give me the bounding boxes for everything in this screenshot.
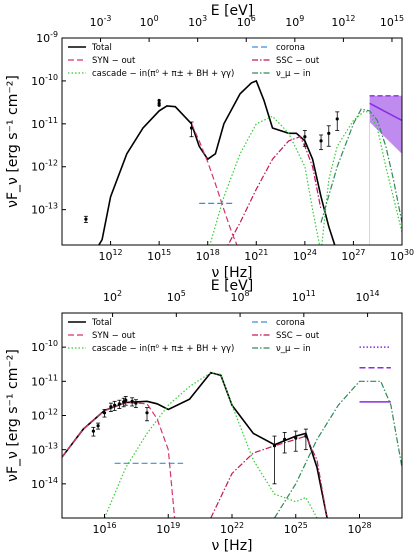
top-axis-label: E [eV] bbox=[211, 278, 253, 294]
y-tick-label: 10-11 bbox=[31, 116, 58, 131]
series-line-1 bbox=[62, 401, 176, 518]
legend-label-1: SYN − out bbox=[92, 331, 136, 341]
top-tick-label: 103 bbox=[188, 14, 207, 29]
series-line-0 bbox=[62, 371, 328, 518]
top-tick-label: 109 bbox=[285, 14, 304, 29]
top-tick-label: 100 bbox=[140, 14, 159, 29]
x-tick-label: 1028 bbox=[347, 521, 371, 536]
data-point bbox=[303, 135, 307, 139]
top-tick-label: 1014 bbox=[356, 289, 380, 304]
y-axis-label: νF_ν [erg s⁻¹ cm⁻²] bbox=[5, 75, 21, 208]
data-point bbox=[272, 444, 277, 448]
legend-label-5: ν_μ − in bbox=[276, 69, 311, 79]
panel-top: 1012 1015 1018 1021 1024 1027 1030 10-3 100 103 10… bbox=[5, 3, 414, 281]
top-tick-label: 1011 bbox=[292, 289, 316, 304]
series-line-3 bbox=[103, 371, 318, 518]
y-tick-label: 10-10 bbox=[31, 339, 58, 354]
data-point bbox=[327, 131, 331, 135]
data-point bbox=[91, 429, 95, 433]
data-point bbox=[145, 411, 149, 415]
y-tick-label: 10-13 bbox=[31, 202, 58, 217]
data-point bbox=[157, 98, 161, 103]
plot-area bbox=[83, 79, 402, 245]
neutrino-band bbox=[369, 95, 402, 154]
data-point bbox=[117, 402, 121, 406]
data-point bbox=[113, 403, 117, 407]
y-tick-label: 10-9 bbox=[36, 30, 58, 45]
x-tick-label: 1022 bbox=[220, 521, 244, 536]
legend-label-4: SSC − out bbox=[276, 331, 320, 341]
legend-label-3: corona bbox=[276, 318, 305, 328]
x-tick-label: 1021 bbox=[244, 248, 268, 263]
series-line-0 bbox=[97, 79, 336, 245]
x-tick-label: 1024 bbox=[293, 248, 317, 263]
x-tick-label: 1027 bbox=[341, 248, 365, 263]
data-point bbox=[283, 437, 287, 441]
data-point bbox=[102, 411, 107, 415]
top-tick-label: 105 bbox=[167, 289, 186, 304]
series-line-2 bbox=[227, 135, 322, 245]
data-point bbox=[84, 217, 88, 221]
top-tick-label: 10-3 bbox=[90, 14, 112, 29]
x-axis-label: ν [Hz] bbox=[211, 265, 252, 281]
legend-label-5: ν_μ − in bbox=[276, 344, 311, 354]
y-axis-label: νF_ν [erg s⁻¹ cm⁻²] bbox=[5, 349, 21, 482]
legend-label-2: cascade − in(π⁰ + π± + BH + γγ) bbox=[92, 344, 234, 354]
plot-area bbox=[62, 346, 402, 518]
series-line-1 bbox=[190, 123, 238, 245]
neutrino-band-mid bbox=[369, 102, 402, 122]
top-axis-label: E [eV] bbox=[211, 3, 253, 19]
y-tick-label: 10-10 bbox=[31, 73, 58, 88]
x-tick-label: 1030 bbox=[390, 248, 414, 263]
series-line-2 bbox=[210, 435, 328, 518]
x-tick-label: 1019 bbox=[156, 521, 180, 536]
panel-bottom: 1016 1019 1022 1025 1028 102 105 108 1011 1014 10-… bbox=[5, 278, 403, 554]
data-point bbox=[96, 424, 100, 428]
y-tick-label: 10-11 bbox=[31, 373, 58, 388]
x-tick-label: 1015 bbox=[147, 248, 171, 263]
y-tick-label: 10-14 bbox=[31, 476, 58, 491]
y-tick-label: 10-12 bbox=[31, 408, 58, 423]
data-point bbox=[157, 103, 161, 107]
x-axis-label: ν [Hz] bbox=[211, 538, 252, 554]
legend-label-4: SSC − out bbox=[276, 56, 320, 66]
y-tick-label: 10-13 bbox=[31, 442, 58, 457]
x-tick-label: 1018 bbox=[196, 248, 220, 263]
top-tick-label: 1012 bbox=[331, 14, 355, 29]
legend-label-0: Total bbox=[91, 43, 112, 53]
top-tick-label: 108 bbox=[231, 289, 250, 304]
legend-label-3: corona bbox=[276, 43, 305, 53]
data-point bbox=[130, 399, 134, 403]
legend-label-0: Total bbox=[91, 318, 112, 328]
data-point bbox=[134, 401, 138, 405]
top-tick-label: 106 bbox=[237, 14, 256, 29]
series-line-4 bbox=[273, 380, 402, 518]
plot-frame bbox=[61, 37, 403, 246]
y-tick-label: 10-12 bbox=[31, 159, 58, 174]
data-point bbox=[189, 126, 194, 130]
legend-label-1: SYN − out bbox=[92, 56, 136, 66]
x-tick-label: 1016 bbox=[92, 521, 116, 536]
data-point bbox=[335, 117, 339, 121]
top-tick-label: 1015 bbox=[380, 14, 404, 29]
series-line-3 bbox=[209, 110, 402, 245]
data-point bbox=[304, 434, 308, 438]
top-tick-label: 102 bbox=[103, 289, 122, 304]
x-tick-label: 1025 bbox=[284, 521, 308, 536]
legend-label-2: cascade − in(π⁰ + π± + BH + γγ) bbox=[92, 69, 234, 79]
series-line-4 bbox=[320, 108, 402, 223]
x-tick-label: 1012 bbox=[99, 248, 123, 263]
data-point bbox=[294, 436, 298, 440]
data-point bbox=[124, 398, 128, 402]
data-point bbox=[109, 405, 113, 409]
data-point bbox=[319, 139, 323, 143]
